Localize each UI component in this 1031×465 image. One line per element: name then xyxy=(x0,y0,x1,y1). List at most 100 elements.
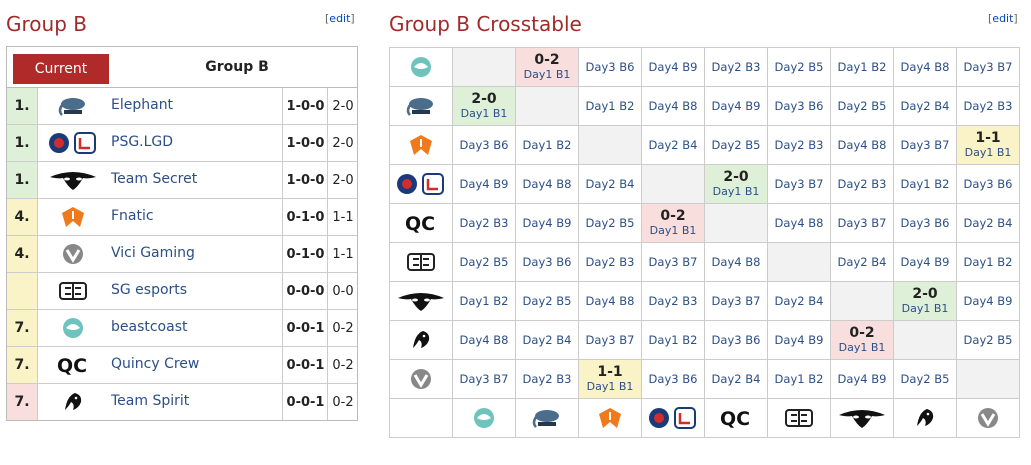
schedule-cell: Day2 B3 xyxy=(767,125,831,165)
team-spirit-logo-icon[interactable] xyxy=(41,388,105,416)
place-cell: 7. xyxy=(7,310,38,346)
schedule-cell: Day3 B7 xyxy=(767,164,831,204)
schedule-cell: Day2 B3 xyxy=(515,359,579,399)
schedule-cell: Day3 B6 xyxy=(578,47,642,87)
self-cell xyxy=(641,164,705,204)
result-cell: 2-0 Day1 B1 xyxy=(452,86,516,126)
fnatic-logo-icon[interactable] xyxy=(578,398,642,438)
sg-esports-logo-icon[interactable] xyxy=(767,398,831,438)
place-cell: 1. xyxy=(7,88,38,124)
record-cell: 1-0-0 xyxy=(282,125,328,161)
match-result: 0-2 xyxy=(660,208,686,224)
schedule-cell: Day4 B8 xyxy=(578,281,642,321)
schedule-cell: Day2 B4 xyxy=(830,242,894,282)
standings-row: 1. Elephant 1-0-0 2-0 xyxy=(7,88,357,125)
sg-esports-logo-icon[interactable] xyxy=(41,277,105,305)
schedule-cell: Day3 B6 xyxy=(893,203,957,243)
match-day: Day1 B1 xyxy=(838,341,886,354)
schedule-cell: Day4 B9 xyxy=(515,203,579,243)
crosstable: 0-2 Day1 B1 Day3 B6 Day4 B9 Day2 B3 Day2 B5 Da… xyxy=(389,47,1020,438)
schedule-cell: Day2 B3 xyxy=(578,242,642,282)
schedule-cell: Day4 B9 xyxy=(704,86,768,126)
team-name-link[interactable]: SG esports xyxy=(111,282,188,298)
standings-row: 7. Team Spirit 0-0-1 0-2 xyxy=(7,384,357,420)
score-cell: 2-0 xyxy=(327,88,358,124)
place-cell: 1. xyxy=(7,125,38,161)
team-name-link[interactable]: Fnatic xyxy=(111,208,154,224)
psg-lgd-logo-icon[interactable] xyxy=(389,164,453,204)
crosstable-row: Day4 B8 Day2 B4 Day3 B7 Day1 B2 Day3 B6 Day4 … xyxy=(389,320,1020,360)
current-button[interactable]: Current xyxy=(13,54,109,84)
schedule-cell: Day2 B5 xyxy=(893,359,957,399)
team-name-link[interactable]: Team Spirit xyxy=(111,393,190,409)
schedule-cell: Day2 B4 xyxy=(767,281,831,321)
match-day: Day1 B1 xyxy=(901,302,949,315)
fnatic-logo-icon[interactable] xyxy=(41,203,105,231)
match-result: 2-0 xyxy=(723,169,749,185)
schedule-cell: Day2 B4 xyxy=(641,125,705,165)
schedule-cell: Day2 B3 xyxy=(704,47,768,87)
schedule-cell: Day2 B4 xyxy=(956,203,1020,243)
place-cell: 4. xyxy=(7,236,38,272)
record-cell: 0-0-0 xyxy=(282,273,328,309)
quincy-crew-logo-icon[interactable]: QC xyxy=(704,398,768,438)
team-name-link[interactable]: Elephant xyxy=(111,97,174,113)
schedule-cell: Day3 B6 xyxy=(767,86,831,126)
schedule-cell: Day1 B2 xyxy=(830,47,894,87)
standings-row: 1. Team Secret 1-0-0 2-0 xyxy=(7,162,357,199)
beastcoast-logo-icon[interactable] xyxy=(389,47,453,87)
standings-row: 4. Vici Gaming 0-1-0 1-1 xyxy=(7,236,357,273)
vici-gaming-logo-icon[interactable] xyxy=(389,359,453,399)
schedule-cell: Day2 B5 xyxy=(767,47,831,87)
team-secret-logo-icon[interactable] xyxy=(389,281,453,321)
team-name-link[interactable]: PSG.LGD xyxy=(111,134,174,150)
place-cell: 4. xyxy=(7,199,38,235)
team-name-link[interactable]: Team Secret xyxy=(111,171,198,187)
score-cell: 0-2 xyxy=(327,347,358,383)
standings-edit-link[interactable]: [edit] xyxy=(325,12,355,25)
match-day: Day1 B1 xyxy=(523,68,571,81)
record-cell: 0-0-1 xyxy=(282,310,328,346)
team-name-link[interactable]: beastcoast xyxy=(111,319,188,335)
schedule-cell: Day2 B5 xyxy=(515,281,579,321)
result-cell: 0-2 Day1 B1 xyxy=(641,203,705,243)
crosstable-edit-link[interactable]: [edit] xyxy=(988,12,1018,25)
team-name-link[interactable]: Vici Gaming xyxy=(111,245,195,261)
beastcoast-logo-icon[interactable] xyxy=(41,314,105,342)
fnatic-logo-icon[interactable] xyxy=(389,125,453,165)
quincy-crew-logo-icon[interactable]: QC xyxy=(41,351,105,379)
team-spirit-logo-icon[interactable] xyxy=(893,398,957,438)
score-cell: 0-2 xyxy=(327,384,358,420)
elephant-logo-icon[interactable] xyxy=(515,398,579,438)
sg-esports-logo-icon[interactable] xyxy=(389,242,453,282)
schedule-cell: Day1 B2 xyxy=(641,320,705,360)
quincy-crew-logo-icon[interactable]: QC xyxy=(389,203,453,243)
team-secret-logo-icon[interactable] xyxy=(41,166,105,194)
schedule-cell: Day3 B7 xyxy=(830,203,894,243)
record-cell: 0-1-0 xyxy=(282,236,328,272)
schedule-cell: Day4 B8 xyxy=(767,203,831,243)
schedule-cell: Day3 B6 xyxy=(515,242,579,282)
svg-text:QC: QC xyxy=(720,408,750,429)
elephant-logo-icon[interactable] xyxy=(41,92,105,120)
match-result: 2-0 xyxy=(471,91,497,107)
vici-gaming-logo-icon[interactable] xyxy=(41,240,105,268)
elephant-logo-icon[interactable] xyxy=(389,86,453,126)
team-spirit-logo-icon[interactable] xyxy=(389,320,453,360)
record-cell: 1-0-0 xyxy=(282,88,328,124)
schedule-cell: Day2 B4 xyxy=(893,86,957,126)
schedule-cell: Day4 B8 xyxy=(452,320,516,360)
schedule-cell: Day4 B8 xyxy=(830,125,894,165)
corner-cell xyxy=(389,398,453,438)
team-secret-logo-icon[interactable] xyxy=(830,398,894,438)
psg-lgd-logo-icon[interactable] xyxy=(41,129,105,157)
beastcoast-logo-icon[interactable] xyxy=(452,398,516,438)
crosstable-edit-anchor[interactable]: edit xyxy=(992,12,1014,25)
score-cell: 2-0 xyxy=(327,125,358,161)
schedule-cell: Day2 B4 xyxy=(578,164,642,204)
team-name-link[interactable]: Quincy Crew xyxy=(111,356,200,372)
vici-gaming-logo-icon[interactable] xyxy=(956,398,1020,438)
standings-edit-anchor[interactable]: edit xyxy=(329,12,351,25)
psg-lgd-logo-icon[interactable] xyxy=(641,398,705,438)
score-cell: 1-1 xyxy=(327,236,358,272)
